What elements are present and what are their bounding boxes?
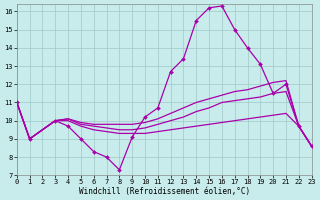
X-axis label: Windchill (Refroidissement éolien,°C): Windchill (Refroidissement éolien,°C): [79, 187, 250, 196]
